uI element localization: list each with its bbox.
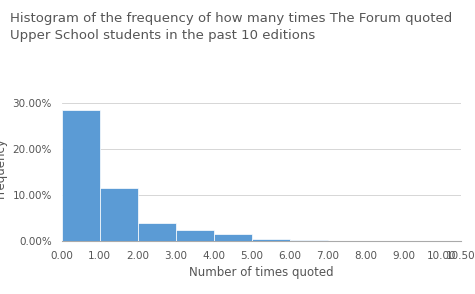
Bar (176, 230, 214, 241)
Bar (252, 239, 290, 241)
Bar (214, 234, 252, 241)
Bar (62, 110, 100, 241)
Y-axis label: Frequency: Frequency (0, 137, 7, 198)
Bar (138, 223, 176, 241)
Text: Histogram of the frequency of how many times The Forum quoted
Upper School stude: Histogram of the frequency of how many t… (10, 12, 452, 42)
X-axis label: Number of times quoted: Number of times quoted (189, 266, 333, 279)
Bar (290, 240, 328, 241)
Bar (100, 188, 138, 241)
